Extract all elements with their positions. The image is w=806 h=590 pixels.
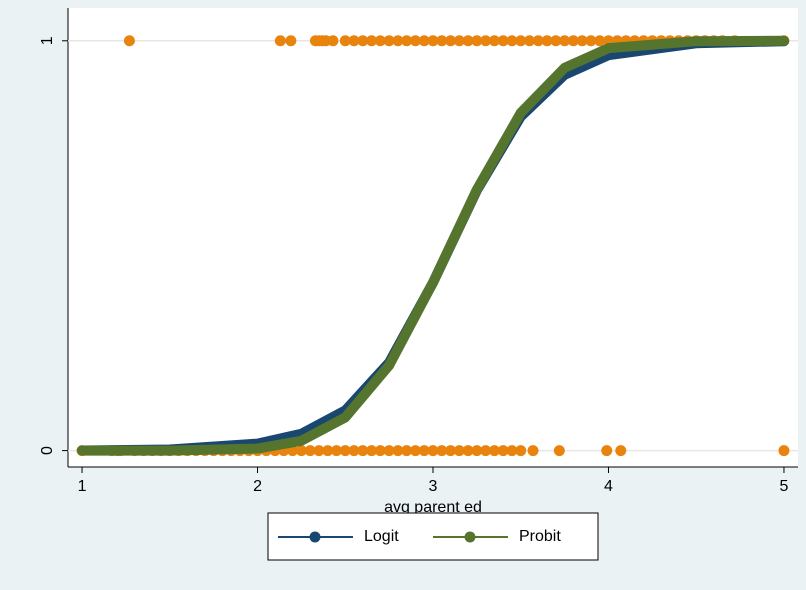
x-tick-label: 1 — [78, 478, 87, 495]
x-tick-label: 5 — [780, 478, 789, 495]
scatter-point — [462, 445, 474, 457]
scatter-point — [550, 35, 562, 47]
scatter-point — [471, 445, 483, 457]
scatter-point — [427, 35, 439, 47]
scatter-point — [527, 445, 539, 457]
scatter-point — [480, 445, 492, 457]
scatter-point — [532, 35, 544, 47]
scatter-point — [327, 35, 339, 47]
scatter-point — [480, 35, 492, 47]
scatter-point — [453, 35, 465, 47]
scatter-point — [348, 35, 360, 47]
scatter-point — [357, 35, 369, 47]
scatter-point — [418, 445, 430, 457]
scatter-point — [515, 35, 527, 47]
scatter-point — [366, 35, 378, 47]
scatter-point — [541, 35, 553, 47]
scatter-point — [339, 445, 351, 457]
scatter-point — [427, 445, 439, 457]
y-tick-label: 1 — [39, 36, 56, 45]
x-tick-label: 2 — [253, 478, 262, 495]
scatter-point — [445, 445, 457, 457]
scatter-point — [471, 35, 483, 47]
scatter-point — [594, 35, 606, 47]
scatter-point — [778, 445, 790, 457]
scatter-point — [576, 35, 588, 47]
scatter-point — [348, 445, 360, 457]
scatter-point — [497, 445, 509, 457]
scatter-point — [322, 445, 334, 457]
x-axis-title: avg parent ed — [384, 499, 482, 516]
scatter-point — [409, 35, 421, 47]
scatter-point — [418, 35, 430, 47]
scatter-point — [304, 445, 316, 457]
x-tick-label: 3 — [429, 478, 438, 495]
scatter-point — [366, 445, 378, 457]
scatter-point — [462, 35, 474, 47]
scatter-point — [357, 445, 369, 457]
scatter-point — [374, 445, 386, 457]
scatter-point — [295, 445, 307, 457]
scatter-point — [392, 445, 404, 457]
scatter-point — [567, 35, 579, 47]
scatter-point — [436, 445, 448, 457]
scatter-point — [488, 35, 500, 47]
scatter-point — [339, 35, 351, 47]
y-tick-label: 0 — [39, 446, 56, 455]
scatter-point — [401, 35, 413, 47]
curve — [77, 35, 789, 456]
legend-label: Probit — [519, 528, 561, 545]
scatter-point — [123, 35, 135, 47]
scatter-point — [601, 445, 613, 457]
x-tick-label: 4 — [604, 478, 613, 495]
scatter-point — [392, 35, 404, 47]
scatter-point — [615, 445, 627, 457]
scatter-point — [553, 445, 565, 457]
scatter-point — [488, 445, 500, 457]
scatter-point — [524, 35, 536, 47]
scatter-point — [285, 35, 297, 47]
scatter-point — [383, 35, 395, 47]
scatter-point — [436, 35, 448, 47]
scatter-point — [409, 445, 421, 457]
scatter-point — [506, 445, 518, 457]
scatter-point — [330, 445, 342, 457]
plot-area — [68, 8, 798, 467]
legend-marker — [464, 531, 476, 543]
scatter-point — [506, 35, 518, 47]
scatter-point — [374, 35, 386, 47]
scatter-point — [515, 445, 527, 457]
scatter-point — [497, 35, 509, 47]
scatter-point — [401, 445, 413, 457]
legend-marker — [309, 531, 321, 543]
scatter-point — [445, 35, 457, 47]
scatter-point — [559, 35, 571, 47]
scatter-point — [383, 445, 395, 457]
scatter-point — [585, 35, 597, 47]
scatter-point — [274, 35, 286, 47]
legend-label: Logit — [364, 528, 399, 545]
scatter-point — [313, 445, 325, 457]
scatter-point — [453, 445, 465, 457]
